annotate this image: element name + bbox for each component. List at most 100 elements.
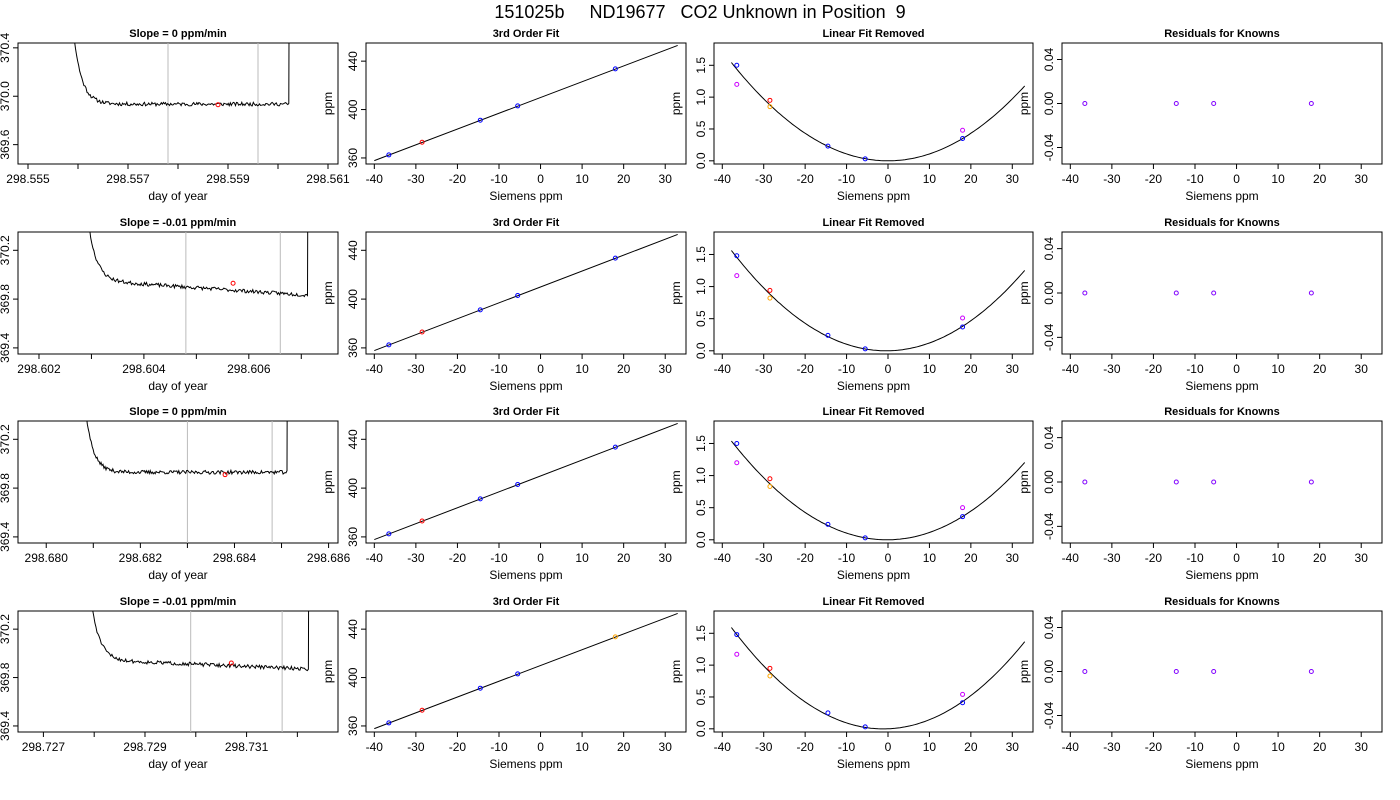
y-axis-label: ppm bbox=[1017, 92, 1031, 115]
x-tick-label: -30 bbox=[755, 551, 773, 565]
y-tick-label: 369.4 bbox=[0, 711, 12, 741]
y-tick-label: 400 bbox=[346, 667, 360, 687]
y-tick-label: 0.04 bbox=[1042, 47, 1056, 71]
ppm-trace bbox=[92, 611, 310, 672]
x-tick-label: 298.604 bbox=[122, 362, 166, 376]
x-tick-label: 30 bbox=[659, 362, 673, 376]
panel-r2-c1: 3rd Order Fit Siemens ppm ppm -40 -30 -20 -10 0… bbox=[321, 406, 687, 582]
x-tick-label: 30 bbox=[1355, 551, 1369, 565]
y-tick-label: 1.5 bbox=[694, 435, 708, 452]
data-point bbox=[1211, 669, 1217, 674]
x-tick-label: -10 bbox=[1186, 362, 1204, 376]
y-tick-label: 360 bbox=[346, 148, 360, 168]
x-tick-label: 10 bbox=[575, 740, 589, 754]
data-point bbox=[1308, 479, 1314, 485]
y-tick-label: 370.2 bbox=[0, 614, 12, 644]
x-tick-label: -20 bbox=[449, 740, 467, 754]
x-tick-label: -10 bbox=[490, 551, 508, 565]
x-tick-label: -10 bbox=[838, 740, 856, 754]
x-tick-label: -30 bbox=[1103, 362, 1121, 376]
x-axis-label: Siemens ppm bbox=[489, 189, 562, 203]
x-tick-label: -30 bbox=[407, 172, 425, 186]
x-tick-label: 10 bbox=[923, 740, 937, 754]
plot-frame bbox=[365, 231, 687, 355]
x-tick-label: -30 bbox=[1103, 551, 1121, 565]
y-tick-label: 400 bbox=[346, 289, 360, 309]
x-tick-label: -20 bbox=[796, 362, 814, 376]
x-tick-label: 0 bbox=[1233, 172, 1240, 186]
y-axis-label: ppm bbox=[321, 470, 335, 493]
panel-title: Residuals for Knowns bbox=[1164, 217, 1280, 229]
y-axis-label: ppm bbox=[1017, 660, 1031, 683]
panel-title: Residuals for Knowns bbox=[1164, 28, 1280, 40]
plot-frame bbox=[1061, 610, 1383, 733]
data-point bbox=[734, 460, 740, 466]
data-point bbox=[1173, 479, 1179, 485]
x-tick-label: -40 bbox=[1062, 172, 1080, 186]
x-tick-label: -10 bbox=[1186, 551, 1204, 565]
data-point bbox=[734, 440, 740, 446]
panel-r3-c2: Linear Fit Removed Siemens ppm ppm -40 -30 -2… bbox=[669, 596, 1034, 771]
x-tick-label: 10 bbox=[1271, 551, 1285, 565]
mean-marker bbox=[230, 280, 236, 286]
x-tick-label: 10 bbox=[923, 362, 937, 376]
x-tick-label: 20 bbox=[617, 740, 631, 754]
data-point bbox=[734, 81, 740, 87]
y-tick-label: 369.8 bbox=[0, 284, 12, 314]
data-point bbox=[515, 481, 521, 487]
y-tick-label: 370.2 bbox=[0, 235, 12, 265]
x-axis-label: Siemens ppm bbox=[1185, 757, 1258, 771]
x-axis-label: day of year bbox=[148, 757, 207, 771]
x-axis-label: day of year bbox=[148, 379, 207, 393]
panel-r1-c1: 3rd Order Fit Siemens ppm ppm -40 -30 -20 -10 0… bbox=[321, 217, 687, 393]
data-point bbox=[612, 66, 618, 72]
data-point bbox=[734, 651, 740, 657]
plot-frame bbox=[713, 231, 1034, 355]
y-tick-label: 0.5 bbox=[694, 310, 708, 327]
x-tick-label: 298.682 bbox=[119, 551, 163, 565]
x-tick-label: -20 bbox=[1145, 172, 1163, 186]
x-tick-label: -40 bbox=[714, 172, 732, 186]
x-axis-label: Siemens ppm bbox=[1185, 379, 1258, 393]
data-point bbox=[960, 127, 966, 133]
x-axis-label: day of year bbox=[148, 189, 207, 203]
data-point bbox=[1082, 101, 1088, 106]
x-tick-label: 20 bbox=[617, 172, 631, 186]
data-point bbox=[862, 346, 868, 352]
y-tick-label: 0.04 bbox=[1042, 237, 1056, 261]
figure-title: 151025b ND19677 CO2 Unknown in Position … bbox=[494, 2, 906, 22]
fit-line bbox=[374, 422, 678, 541]
x-tick-label: 298.686 bbox=[307, 551, 351, 565]
data-point bbox=[1173, 669, 1179, 674]
y-tick-label: 0.04 bbox=[1042, 615, 1056, 639]
x-tick-label: 20 bbox=[1313, 172, 1327, 186]
y-tick-label: 400 bbox=[346, 99, 360, 119]
panel-title: 3rd Order Fit bbox=[493, 596, 560, 608]
x-tick-label: 10 bbox=[1271, 362, 1285, 376]
y-axis-label: ppm bbox=[321, 92, 335, 115]
data-point bbox=[386, 531, 392, 537]
x-axis-label: Siemens ppm bbox=[837, 379, 910, 393]
x-tick-label: 30 bbox=[1006, 172, 1020, 186]
data-point bbox=[825, 332, 831, 338]
plot-frame bbox=[17, 42, 339, 165]
y-tick-label: 369.4 bbox=[0, 522, 12, 552]
x-tick-label: -40 bbox=[714, 362, 732, 376]
x-tick-label: -20 bbox=[796, 172, 814, 186]
panel-title: Residuals for Knowns bbox=[1164, 596, 1280, 608]
x-tick-label: 0 bbox=[537, 551, 544, 565]
panel-title: Linear Fit Removed bbox=[822, 28, 924, 40]
x-tick-label: -20 bbox=[1145, 740, 1163, 754]
y-tick-label: 0.00 bbox=[1042, 91, 1056, 115]
data-point bbox=[1082, 479, 1088, 485]
y-tick-label: 370.2 bbox=[0, 424, 12, 454]
data-point bbox=[825, 521, 831, 527]
y-axis-label: ppm bbox=[321, 660, 335, 683]
x-tick-label: 30 bbox=[1006, 740, 1020, 754]
panel-title: Linear Fit Removed bbox=[822, 217, 924, 229]
y-tick-label: -0.04 bbox=[1042, 134, 1056, 162]
y-tick-label: -0.04 bbox=[1042, 702, 1056, 730]
x-tick-label: 20 bbox=[1313, 362, 1327, 376]
data-point bbox=[767, 295, 773, 301]
